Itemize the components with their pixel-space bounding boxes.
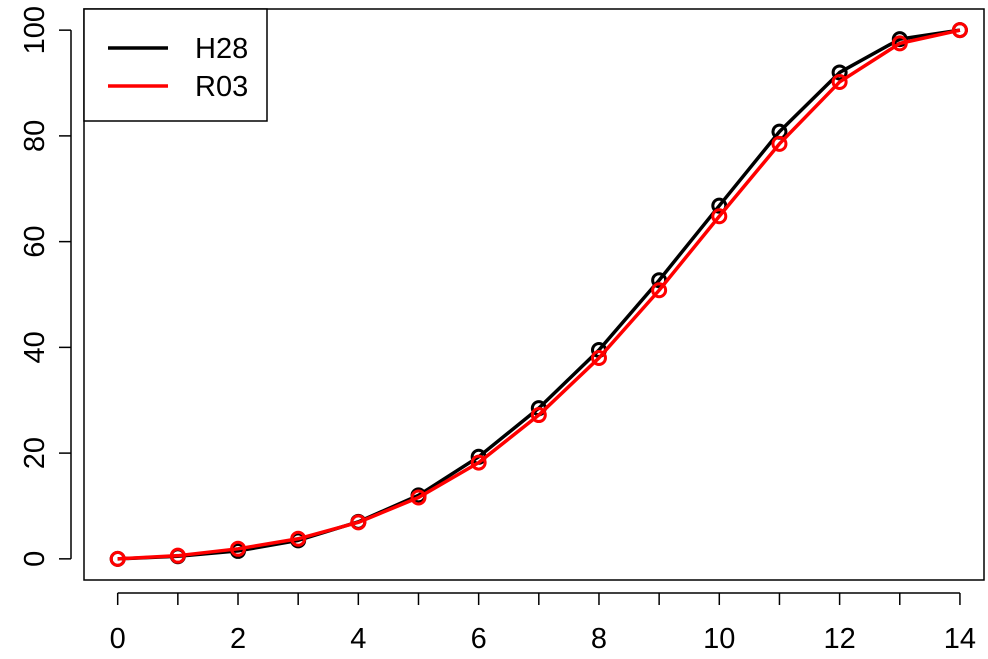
data-point <box>951 22 968 39</box>
y-tick-label: 100 <box>19 6 51 54</box>
data-point <box>290 530 307 547</box>
y-tick-label: 20 <box>19 437 51 469</box>
series-layer <box>109 22 968 567</box>
data-point <box>771 135 788 152</box>
data-point <box>651 282 668 299</box>
data-point <box>169 547 186 564</box>
data-point <box>590 349 607 366</box>
data-point <box>350 514 367 531</box>
data-point <box>711 208 728 225</box>
x-tick-label: 0 <box>110 623 126 654</box>
data-point <box>831 64 848 81</box>
y-axis: 0 20 40 60 80 100 <box>19 6 72 567</box>
x-tick-label: 10 <box>703 623 735 654</box>
data-point <box>711 197 728 214</box>
y-tick-label: 80 <box>19 120 51 152</box>
data-point <box>470 454 487 471</box>
legend-label: H28 <box>195 33 248 65</box>
y-tick-label: 60 <box>19 225 51 257</box>
series-R03 <box>109 22 968 567</box>
x-tick-label: 14 <box>944 623 976 654</box>
x-axis: 0 2 4 6 8 10 12 14 <box>110 592 976 655</box>
x-tick-label: 2 <box>230 623 246 654</box>
data-point <box>831 73 848 90</box>
data-point <box>109 550 126 567</box>
y-tick-label: 40 <box>19 331 51 363</box>
plot-frame <box>83 8 985 581</box>
legend-label: R03 <box>195 71 248 103</box>
x-tick-label: 4 <box>350 623 366 654</box>
data-point <box>410 489 427 506</box>
data-point <box>530 407 547 424</box>
x-tick-label: 6 <box>471 623 487 654</box>
y-tick-label: 0 <box>19 551 51 567</box>
x-tick-label: 8 <box>591 623 607 654</box>
legend-box <box>83 8 268 122</box>
series-line <box>117 28 961 561</box>
x-tick-label: 12 <box>823 623 855 654</box>
data-point <box>230 540 247 557</box>
data-point <box>891 35 908 52</box>
